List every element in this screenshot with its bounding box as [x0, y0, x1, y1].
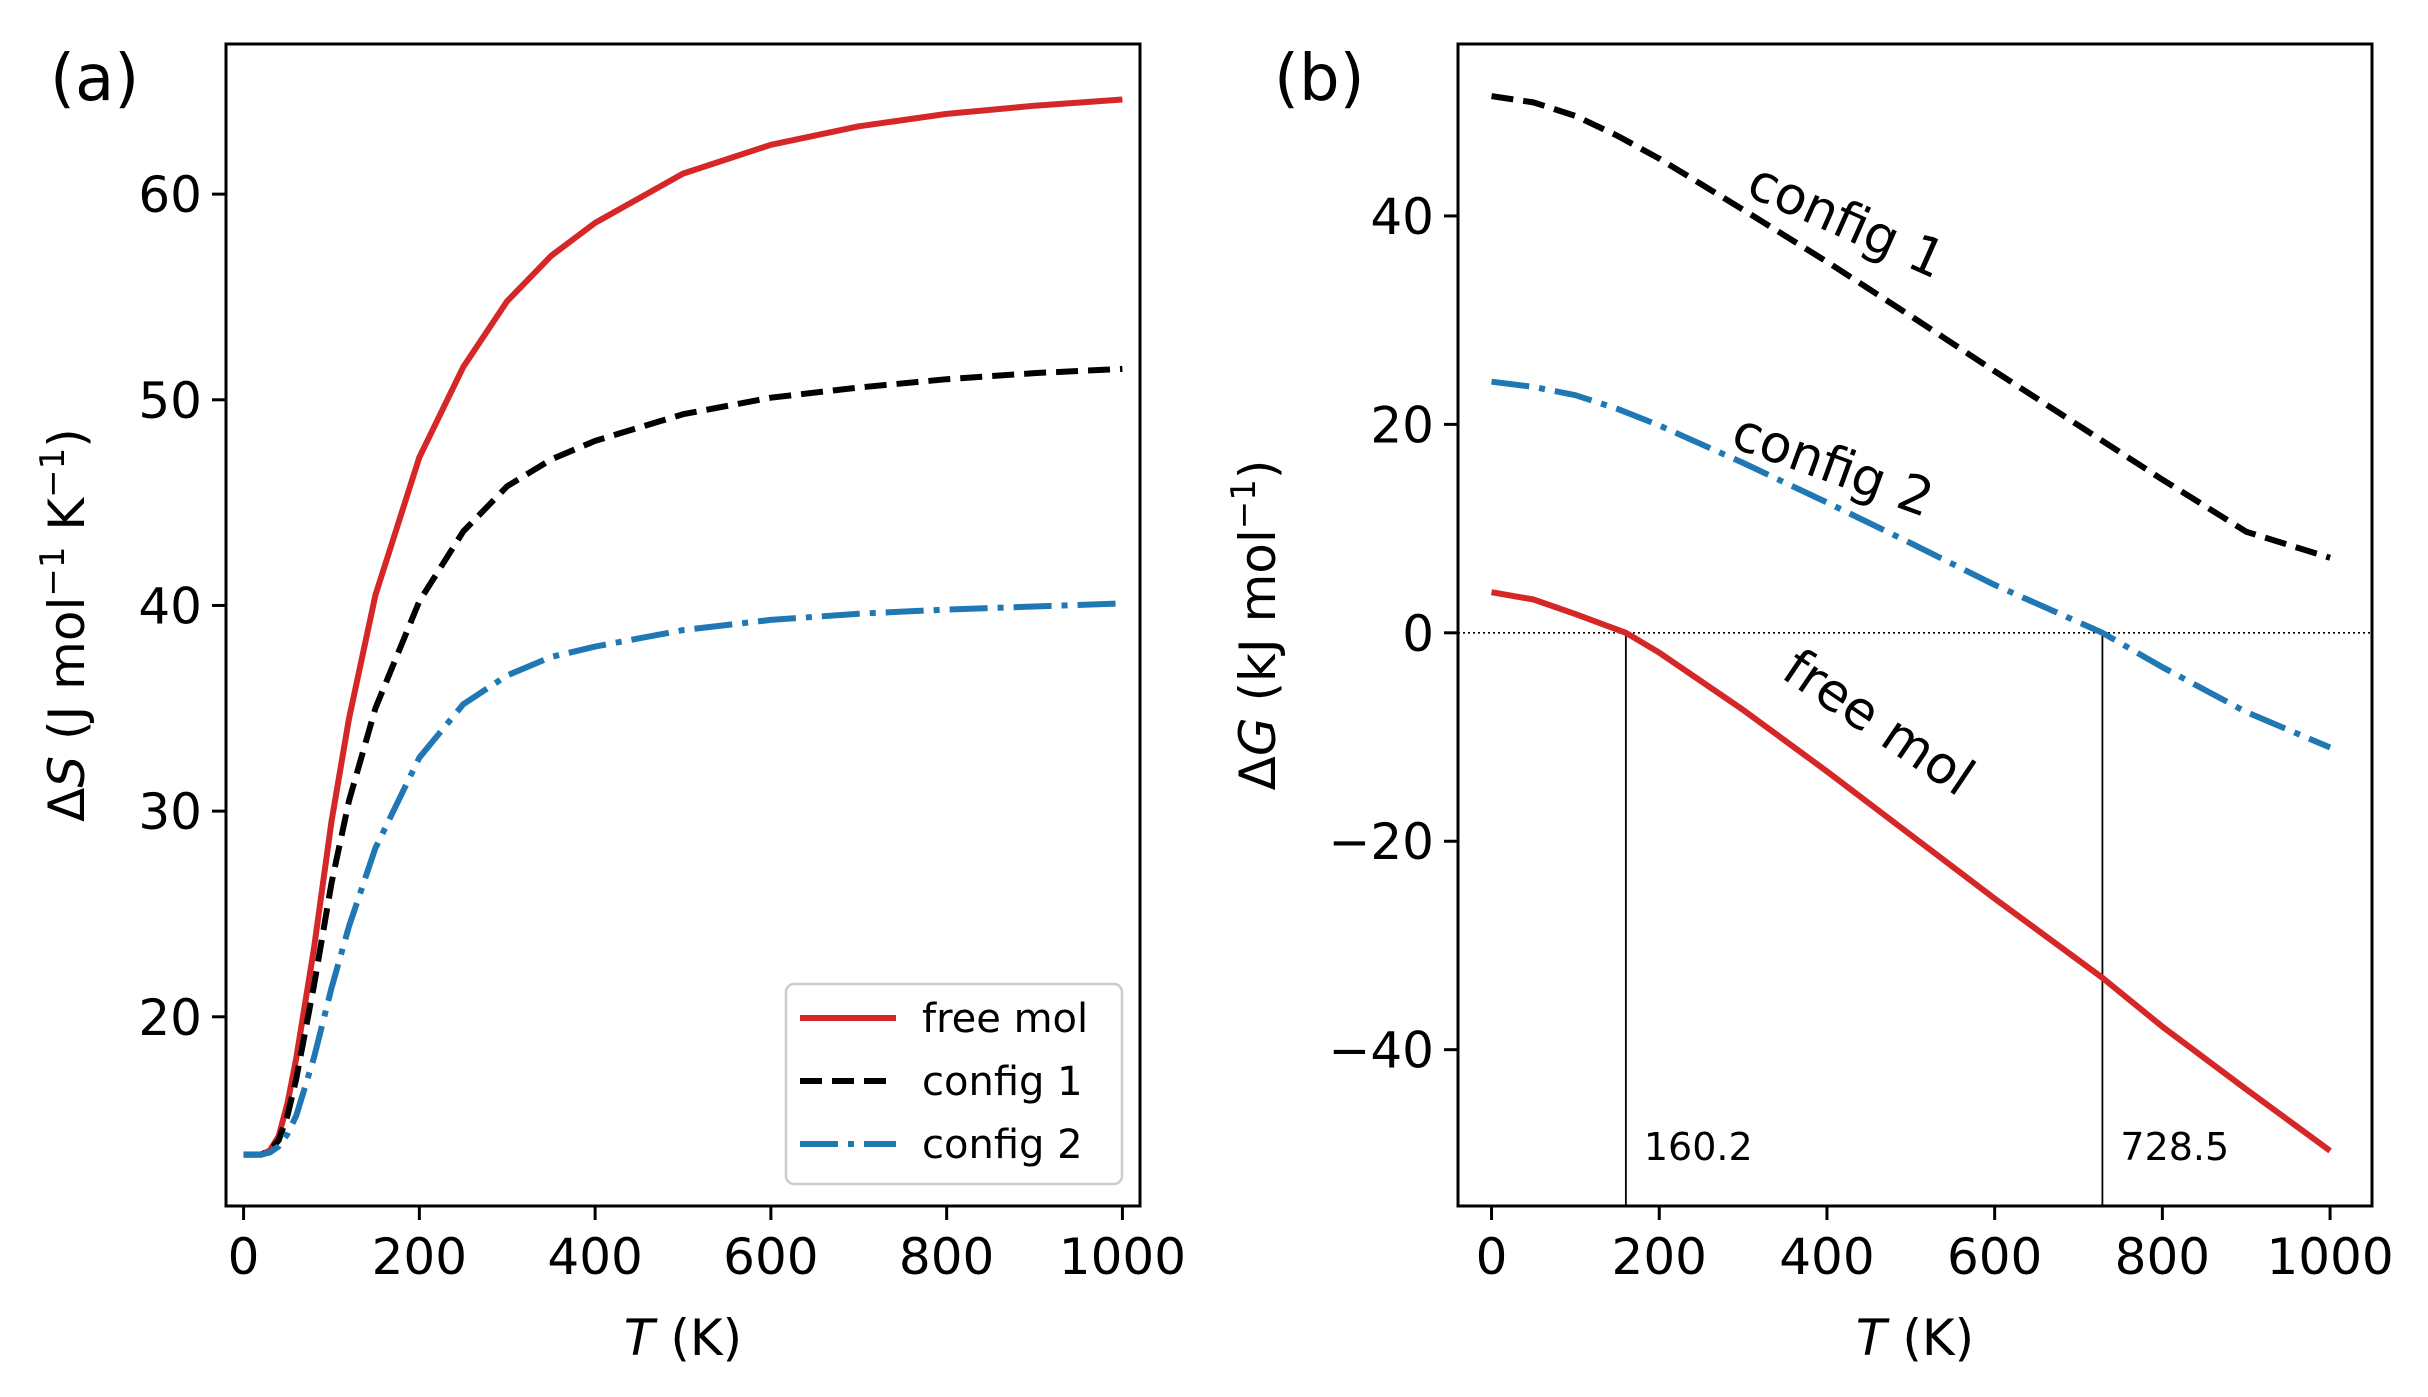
x-tick-label-b-600: 600	[1947, 1228, 2042, 1286]
series-line-b-free-mol	[1490, 589, 2332, 1154]
panel-b-crossing-labels: 160.2 728.5	[1644, 1125, 2229, 1169]
panel-b-y-tick-labels: −40 −20 0 20 40	[1328, 188, 1434, 1080]
x-tick-label-a-600: 600	[723, 1228, 818, 1286]
y-tick-label-a-20: 20	[138, 989, 202, 1047]
series-line-a-config-2	[243, 600, 1123, 1158]
series-line-b-config-2	[1491, 378, 2332, 751]
crossing-label-free-mol: 160.2	[1644, 1125, 1753, 1169]
panel-a-y-tick-labels: 20 30 40 50 60	[138, 166, 202, 1047]
panel-a-y-axis-sup-2: −1	[33, 448, 73, 498]
panel-a-x-axis-var: T	[624, 1309, 658, 1367]
legend-label-config-2: config 2	[922, 1122, 1083, 1168]
panel-a-x-axis-unit: (K)	[654, 1309, 742, 1367]
legend-frame	[784, 982, 1124, 1186]
panel-b-curves	[1490, 93, 2332, 1154]
panel-a-y-axis-symbol: Δ	[38, 788, 96, 822]
panel-a-plot-frame	[224, 42, 1142, 1208]
curve-label-config-1: config 1	[1739, 151, 1954, 291]
panel-a-label: (a)	[50, 42, 139, 116]
y-tick-label-b-0: 0	[1402, 605, 1434, 663]
x-tick-label-b-800: 800	[2115, 1228, 2210, 1286]
panel-a-y-axis-unit-close: )	[38, 428, 96, 448]
x-tick-label-a-1000: 1000	[1059, 1228, 1186, 1286]
x-tick-label-a-400: 400	[547, 1228, 642, 1286]
panel-b-gibbs-chart: (b) 0 200 400 600 800 1000 −40 −20 0 20 …	[1224, 42, 2394, 1367]
x-tick-label-b-0: 0	[1476, 1228, 1508, 1286]
y-tick-label-a-40: 40	[138, 577, 202, 635]
y-tick-label-b-40: 40	[1370, 188, 1434, 246]
y-tick-label-b-minus40: −40	[1328, 1022, 1434, 1080]
series-line-a-config-1	[243, 365, 1123, 1158]
panel-b-y-axis-unit-close: )	[1229, 460, 1287, 480]
x-tick-label-b-400: 400	[1779, 1228, 1874, 1286]
crossing-label-config-2: 728.5	[2120, 1125, 2229, 1169]
panel-b-label: (b)	[1274, 42, 1365, 116]
curve-label-config-2: config 2	[1724, 402, 1941, 530]
panel-b-x-tick-labels: 0 200 400 600 800 1000	[1476, 1228, 2394, 1286]
panel-a-entropy-chart: (a) 0 200 400 600 800 1000 20 30 40 50 6…	[33, 42, 1186, 1367]
legend-label-config-1: config 1	[922, 1059, 1083, 1105]
panel-a-curves	[243, 96, 1123, 1158]
panel-b-y-axis-symbol: Δ	[1229, 756, 1287, 790]
panel-b-plot-frame	[1456, 42, 2374, 1208]
legend-label-free-mol: free mol	[922, 996, 1088, 1042]
panel-b-x-axis-unit: (K)	[1886, 1309, 1974, 1367]
panel-a-ticks	[212, 192, 1124, 1220]
legend: free mol config 1 config 2	[784, 982, 1124, 1186]
panel-a-x-tick-labels: 0 200 400 600 800 1000	[228, 1228, 1186, 1286]
panel-b-x-axis-title: T (K)	[1856, 1309, 1974, 1367]
panel-b-y-axis-var: G	[1229, 717, 1287, 756]
panel-b-y-axis-title: ΔG (kJ mol−1)	[1224, 460, 1287, 791]
x-tick-label-a-200: 200	[372, 1228, 467, 1286]
x-tick-label-a-800: 800	[899, 1228, 994, 1286]
panel-a-y-axis-unit-open: (J mol	[38, 597, 96, 756]
panel-a-y-axis-unit-mid: K	[38, 497, 96, 547]
x-tick-label-a-0: 0	[228, 1228, 260, 1286]
x-tick-label-b-1000: 1000	[2266, 1228, 2393, 1286]
panel-a-y-axis-sup-1: −1	[33, 547, 73, 597]
y-tick-label-b-20: 20	[1370, 396, 1434, 454]
panel-a-x-axis-title: T (K)	[624, 1309, 742, 1367]
panel-b-curve-labels: config 1 config 2 free mol	[1724, 151, 1984, 808]
curve-label-free-mol: free mol	[1772, 638, 1985, 809]
y-tick-label-a-50: 50	[138, 372, 202, 430]
panel-b-reference-lines	[1458, 632, 2372, 1206]
panel-a-y-axis-title: ΔS (J mol−1 K−1)	[33, 428, 96, 822]
y-tick-label-b-minus20: −20	[1328, 813, 1434, 871]
y-tick-label-a-60: 60	[138, 166, 202, 224]
panel-b-y-axis-unit-open: (kJ mol	[1229, 529, 1287, 717]
panel-b-y-axis-sup: −1	[1224, 479, 1264, 529]
panel-b-ticks	[1444, 214, 2332, 1220]
series-line-b-config-1	[1491, 93, 2331, 561]
panel-a-y-axis-var: S	[38, 756, 96, 788]
x-tick-label-b-200: 200	[1612, 1228, 1707, 1286]
y-tick-label-a-30: 30	[138, 783, 202, 841]
series-line-a-free-mol	[243, 96, 1123, 1158]
panel-b-x-axis-var: T	[1856, 1309, 1890, 1367]
